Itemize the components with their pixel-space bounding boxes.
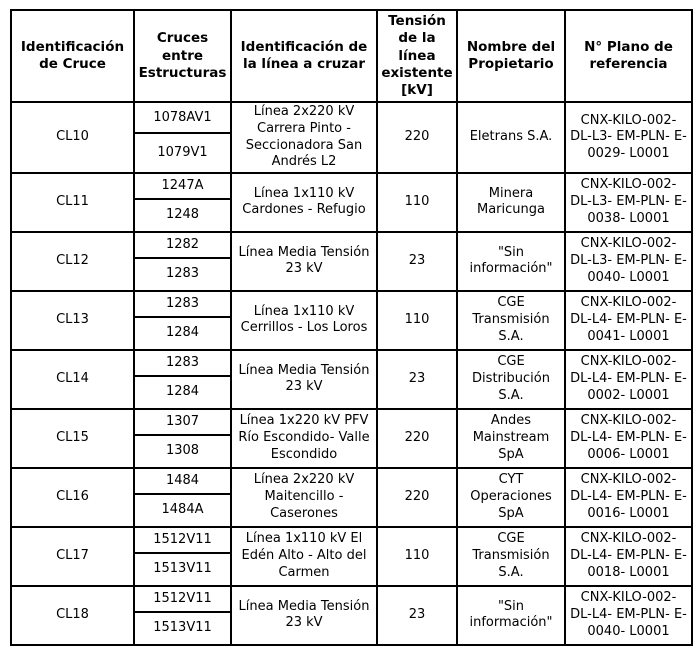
owner-cell: "Sin información": [456, 584, 566, 646]
table-body: CL10 1078AV1 Línea 2x220 kV Carrera Pint…: [10, 101, 693, 646]
structure-cell: 1283: [133, 256, 232, 292]
voltage-cell: 110: [376, 525, 458, 587]
table-row: CL12 1282 Línea Media Tensión 23 kV 23 "…: [10, 230, 693, 292]
voltage-cell: 220: [376, 466, 458, 528]
table-row: CL13 1283 Línea 1x110 kV Cerrillos - Los…: [10, 289, 693, 351]
structure-cell: 1513V11: [133, 610, 232, 646]
voltage-cell: 110: [376, 171, 458, 233]
owner-cell: CGE Distribución S.A.: [456, 348, 566, 410]
table-row: CL11 1247A Línea 1x110 kV Cardones - Ref…: [10, 171, 693, 233]
structure-cell: 1283: [133, 289, 232, 318]
header-cruce-id: Identificación de Cruce: [10, 8, 135, 104]
structure-cell: 1078AV1: [133, 101, 232, 135]
structure-cell: 1512V11: [133, 584, 232, 613]
plan-cell: CNX-KILO-002- DL-L4- EM-PLN- E-0006- L00…: [564, 407, 693, 469]
structure-cell: 1513V11: [133, 551, 232, 587]
line-cell: Línea 1x110 kV Cerrillos - Los Loros: [230, 289, 378, 351]
plan-cell: CNX-KILO-002- DL-L4- EM-PLN- E-0002- L00…: [564, 348, 693, 410]
cruce-id-cell: CL18: [10, 584, 135, 646]
owner-cell: "Sin información": [456, 230, 566, 292]
table-row: CL15 1307 Línea 1x220 kV PFV Río Escondi…: [10, 407, 693, 469]
table-row: CL17 1512V11 Línea 1x110 kV El Edén Alto…: [10, 525, 693, 587]
cruce-id-cell: CL14: [10, 348, 135, 410]
table-row: 1513V11: [11, 551, 692, 587]
table-row: CL14 1283 Línea Media Tensión 23 kV 23 C…: [10, 348, 693, 410]
cruce-id-cell: CL10: [10, 101, 135, 174]
table-row: 1284: [11, 374, 692, 410]
plan-cell: CNX-KILO-002- DL-L4- EM-PLN- E-0016- L00…: [564, 466, 693, 528]
line-cell: Línea Media Tensión 23 kV: [230, 348, 378, 410]
structure-cell: 1283: [133, 348, 232, 377]
voltage-cell: 220: [376, 407, 458, 469]
header-voltage: Tensión de la línea existente [kV]: [376, 8, 458, 104]
owner-cell: Andes Mainstream SpA: [456, 407, 566, 469]
structure-cell: 1512V11: [133, 525, 232, 554]
table-row: 1284: [11, 315, 692, 351]
line-cell: Línea Media Tensión 23 kV: [230, 584, 378, 646]
line-cell: Línea 2x220 kV Carrera Pinto - Seccionad…: [230, 101, 378, 174]
structure-cell: 1248: [133, 197, 232, 233]
plan-cell: CNX-KILO-002- DL-L3- EM-PLN- E-0040- L00…: [564, 230, 693, 292]
structure-cell: 1247A: [133, 171, 232, 200]
table-row: 1283: [11, 256, 692, 292]
plan-cell: CNX-KILO-002- DL-L3- EM-PLN- E-0038- L00…: [564, 171, 693, 233]
table-row: CL10 1078AV1 Línea 2x220 kV Carrera Pint…: [10, 101, 693, 174]
voltage-cell: 23: [376, 584, 458, 646]
structure-cell: 1307: [133, 407, 232, 436]
plan-cell: CNX-KILO-002- DL-L4- EM-PLN- E-0040- L00…: [564, 584, 693, 646]
header-plan: N° Plano de referencia: [564, 8, 693, 104]
structure-cell: 1284: [133, 315, 232, 351]
plan-cell: CNX-KILO-002- DL-L4- EM-PLN- E-0018- L00…: [564, 525, 693, 587]
header-row: Identificación de Cruce Cruces entre Est…: [10, 8, 693, 104]
cruce-id-cell: CL16: [10, 466, 135, 528]
table-row: 1079V1: [11, 132, 692, 174]
cruce-id-cell: CL11: [10, 171, 135, 233]
line-cell: Línea 1x110 kV Cardones - Refugio: [230, 171, 378, 233]
structure-cell: 1484: [133, 466, 232, 495]
table-row: CL18 1512V11 Línea Media Tensión 23 kV 2…: [10, 584, 693, 646]
line-cell: Línea 1x220 kV PFV Río Escondido- Valle …: [230, 407, 378, 469]
line-cell: Línea 2x220 kV Maitencillo - Caserones: [230, 466, 378, 528]
cruce-id-cell: CL17: [10, 525, 135, 587]
header-line: Identificación de la línea a cruzar: [230, 8, 378, 104]
owner-cell: Eletrans S.A.: [456, 101, 566, 174]
plan-cell: CNX-KILO-002- DL-L4- EM-PLN- E-0041- L00…: [564, 289, 693, 351]
owner-cell: Minera Maricunga: [456, 171, 566, 233]
table-row: CL16 1484 Línea 2x220 kV Maitencillo - C…: [10, 466, 693, 528]
structure-cell: 1282: [133, 230, 232, 259]
voltage-cell: 220: [376, 101, 458, 174]
header-owner: Nombre del Propietario: [456, 8, 566, 104]
voltage-cell: 23: [376, 230, 458, 292]
cruce-id-cell: CL13: [10, 289, 135, 351]
structure-cell: 1284: [133, 374, 232, 410]
table-row: 1308: [11, 433, 692, 469]
plan-cell: CNX-KILO-002- DL-L3- EM-PLN- E-0029- L00…: [564, 101, 693, 174]
table-row: 1248: [11, 197, 692, 233]
table-row: 1484A: [11, 492, 692, 528]
line-cell: Línea 1x110 kV El Edén Alto - Alto del C…: [230, 525, 378, 587]
cruce-id-cell: CL15: [10, 407, 135, 469]
line-cell: Línea Media Tensión 23 kV: [230, 230, 378, 292]
table-header: Identificación de Cruce Cruces entre Est…: [10, 8, 693, 104]
voltage-cell: 110: [376, 289, 458, 351]
structure-cell: 1484A: [133, 492, 232, 528]
crossings-table: Identificación de Cruce Cruces entre Est…: [10, 8, 693, 646]
cruce-id-cell: CL12: [10, 230, 135, 292]
owner-cell: CYT Operaciones SpA: [456, 466, 566, 528]
owner-cell: CGE Transmisión S.A.: [456, 289, 566, 351]
structure-cell: 1308: [133, 433, 232, 469]
voltage-cell: 23: [376, 348, 458, 410]
header-structures: Cruces entre Estructuras: [133, 8, 232, 104]
structure-cell: 1079V1: [133, 132, 232, 174]
owner-cell: CGE Transmisión S.A.: [456, 525, 566, 587]
table-row: 1513V11: [11, 610, 692, 646]
